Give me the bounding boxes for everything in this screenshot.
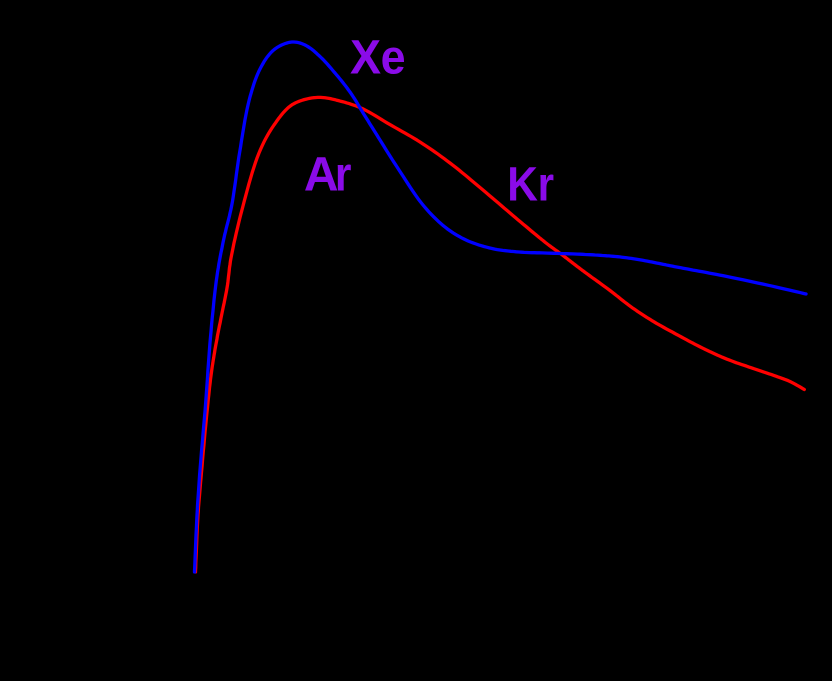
svg-text:X: X [350,31,382,85]
svg-text:r: r [538,157,554,211]
svg-text:A: A [304,149,339,202]
svg-text:K: K [507,157,538,211]
svg-text:e: e [381,30,406,84]
svg-text:r: r [335,147,352,201]
